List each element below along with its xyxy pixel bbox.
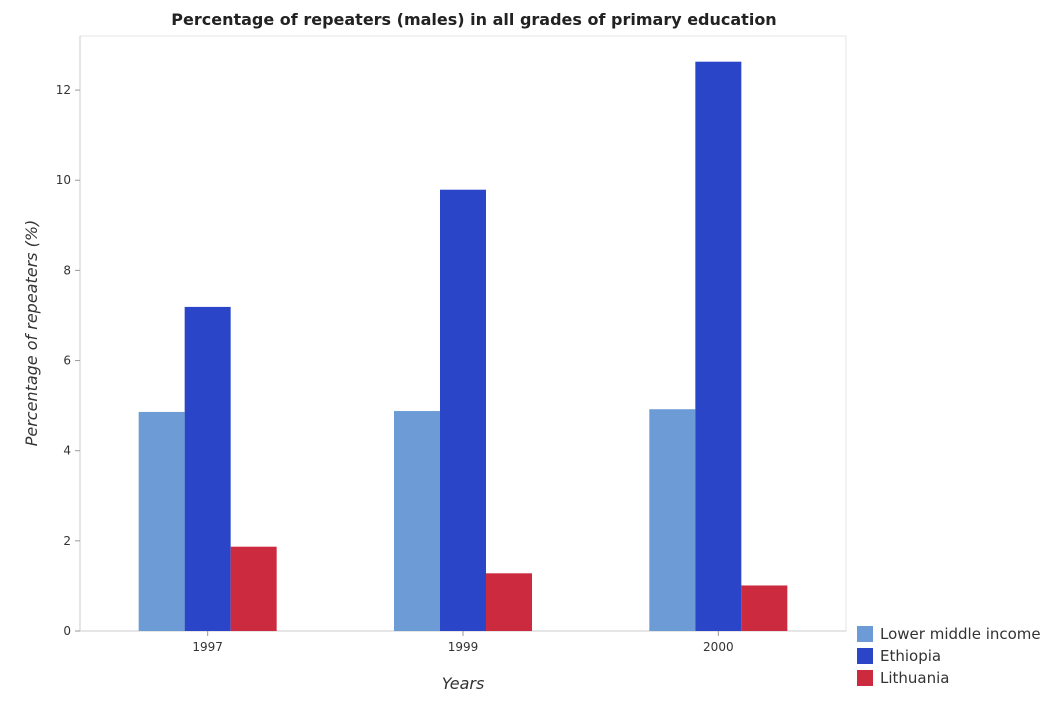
legend-swatch <box>857 626 873 642</box>
legend-swatch <box>857 670 873 686</box>
legend-label: Lithuania <box>880 669 949 687</box>
x-tick-label: 1997 <box>192 640 223 654</box>
chart-title: Percentage of repeaters (males) in all g… <box>171 10 776 29</box>
y-tick-label: 10 <box>56 173 71 187</box>
bar-series-group <box>138 61 788 632</box>
y-tick-label: 0 <box>63 624 71 638</box>
bar-lithuania-2000 <box>741 585 788 631</box>
y-tick-label: 12 <box>56 83 71 97</box>
bar-lower-middle-income-2000 <box>649 409 696 631</box>
bar-ethiopia-1999 <box>440 189 486 632</box>
x-axis-ticks: 1997 1999 2000 <box>192 631 734 654</box>
bar-lithuania-1997 <box>230 546 277 631</box>
y-tick-label: 4 <box>63 444 71 458</box>
bar-ethiopia-1997 <box>184 306 231 631</box>
y-axis-ticks: 0 2 4 6 8 10 12 <box>56 83 80 638</box>
legend-swatch <box>857 648 873 664</box>
y-axis-title: Percentage of repeaters (%) <box>22 220 41 447</box>
y-tick-label: 2 <box>63 534 71 548</box>
x-axis-title: Years <box>442 674 485 693</box>
y-tick-label: 6 <box>63 354 71 368</box>
x-tick-label: 2000 <box>703 640 734 654</box>
bar-ethiopia-2000 <box>695 61 742 632</box>
legend-label: Lower middle income <box>880 625 1041 643</box>
y-tick-label: 8 <box>63 263 71 277</box>
bar-lower-middle-income-1997 <box>138 411 185 631</box>
chart-legend: Lower middle income Ethiopia Lithuania <box>857 625 1041 687</box>
legend-label: Ethiopia <box>880 647 941 665</box>
bar-lower-middle-income-1999 <box>394 411 440 631</box>
x-tick-label: 1999 <box>448 640 479 654</box>
bar-lithuania-1999 <box>486 573 532 631</box>
